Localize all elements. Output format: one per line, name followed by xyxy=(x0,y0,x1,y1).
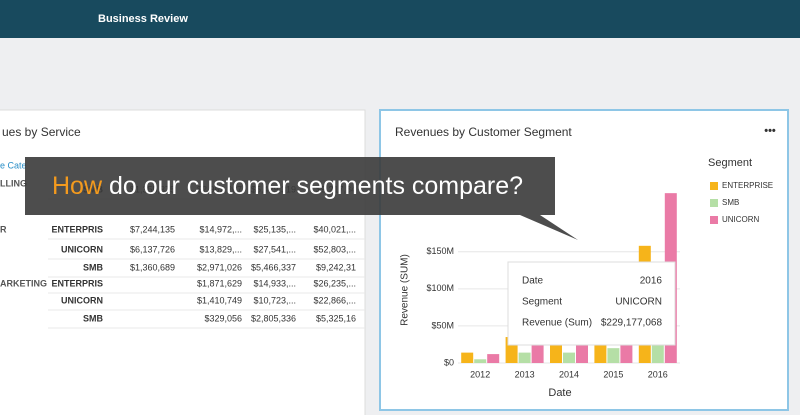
right-panel[interactable] xyxy=(379,109,789,411)
tooltip-value: 2016 xyxy=(640,276,663,287)
x-tick-label: 2014 xyxy=(559,369,579,379)
table-cell: $7,244,135 xyxy=(130,224,175,234)
legend-swatch xyxy=(710,182,718,190)
bar xyxy=(531,342,544,363)
segment-label: ENTERPRIS xyxy=(51,224,103,234)
legend-label: ENTERPRISE xyxy=(722,181,773,190)
table-cell: $13,829,... xyxy=(199,244,242,254)
tooltip-value: $229,177,068 xyxy=(601,318,663,329)
table-cell: $26,235,... xyxy=(313,278,356,288)
column-header[interactable]: e Cate xyxy=(0,160,27,170)
group-label: R xyxy=(0,224,7,234)
bar xyxy=(505,337,518,363)
caption-rest: do our customer segments compare? xyxy=(109,172,523,200)
segment-label: SMB xyxy=(83,262,104,272)
bar xyxy=(487,354,500,363)
chart-title: Revenues by Customer Segment xyxy=(395,125,572,139)
x-tick-label: 2013 xyxy=(515,369,535,379)
table-cell: $14,933,... xyxy=(253,278,296,288)
bar xyxy=(576,340,588,363)
table-cell: $1,410,749 xyxy=(197,295,242,305)
segment-label: ENTERPRIS xyxy=(51,278,103,288)
caption-lead: How xyxy=(52,172,103,200)
bar xyxy=(474,359,487,363)
caption-overlay xyxy=(25,157,578,240)
legend-swatch xyxy=(710,199,718,207)
tooltip-key: Segment xyxy=(522,297,562,308)
bar xyxy=(607,348,620,363)
bar xyxy=(563,352,575,363)
y-axis-label: Revenue (SUM) xyxy=(400,254,411,326)
y-tick-label: $50M xyxy=(431,320,454,330)
x-tick-label: 2016 xyxy=(648,369,668,379)
table-cell: $9,242,31 xyxy=(316,262,356,272)
tooltip: Date 2016 Segment UNICORN Revenue (Sum) … xyxy=(507,261,676,346)
x-tick-label: 2012 xyxy=(470,369,490,379)
bar xyxy=(651,343,664,363)
legend-label: UNICORN xyxy=(722,215,760,224)
caption-text: How do our customer segments compare? xyxy=(52,172,523,200)
app-title[interactable]: Business Review xyxy=(98,13,188,25)
tooltip-key: Revenue (Sum) xyxy=(522,318,592,329)
table-cell: $52,803,... xyxy=(313,244,356,254)
tooltip-box xyxy=(507,261,676,346)
segment-label: UNICORN xyxy=(61,295,103,305)
bar xyxy=(461,352,474,363)
tooltip-key: Date xyxy=(522,276,544,287)
table-cell: $2,805,336 xyxy=(251,313,296,323)
top-bar xyxy=(0,0,800,38)
left-panel xyxy=(0,109,366,415)
menu-button[interactable]: ••• xyxy=(764,125,776,137)
table-cell: $5,325,16 xyxy=(316,313,356,323)
segment-label: SMB xyxy=(83,313,104,323)
panel-title: ues by Service xyxy=(2,125,81,139)
legend-label: SMB xyxy=(722,198,739,207)
legend-swatch xyxy=(710,216,718,224)
table-cell: $5,466,337 xyxy=(251,262,296,272)
tooltip-value: UNICORN xyxy=(615,297,662,308)
bar xyxy=(518,352,531,363)
segment-label: UNICORN xyxy=(61,244,103,254)
table-cell: $22,866,... xyxy=(313,295,356,305)
table-cell: $329,056 xyxy=(204,313,242,323)
table-cell: $2,971,026 xyxy=(197,262,242,272)
table-cell: $25,135,... xyxy=(253,224,296,234)
legend-title: Segment xyxy=(708,157,752,169)
y-tick-label: $100M xyxy=(426,283,454,293)
y-tick-label: $150M xyxy=(426,246,454,256)
table-cell: $40,021,... xyxy=(313,224,356,234)
table-cell: $27,541,... xyxy=(253,244,296,254)
y-tick-label: $0 xyxy=(444,357,454,367)
table-cell: $10,723,... xyxy=(253,295,296,305)
table: LLINGSMB$1,355,375$2,962,207$5,429,319$9… xyxy=(0,178,365,329)
table-cell: $1,871,629 xyxy=(197,278,242,288)
caption-bubble xyxy=(25,157,578,240)
bar xyxy=(620,340,633,363)
table-cell: $14,972,... xyxy=(199,224,242,234)
table-cell: $1,360,689 xyxy=(130,262,175,272)
group-label: LLING xyxy=(0,178,27,188)
x-axis-label: Date xyxy=(548,387,571,399)
group-label: ARKETING xyxy=(0,278,47,288)
x-tick-label: 2015 xyxy=(603,369,623,379)
table-cell: $6,137,726 xyxy=(130,244,175,254)
